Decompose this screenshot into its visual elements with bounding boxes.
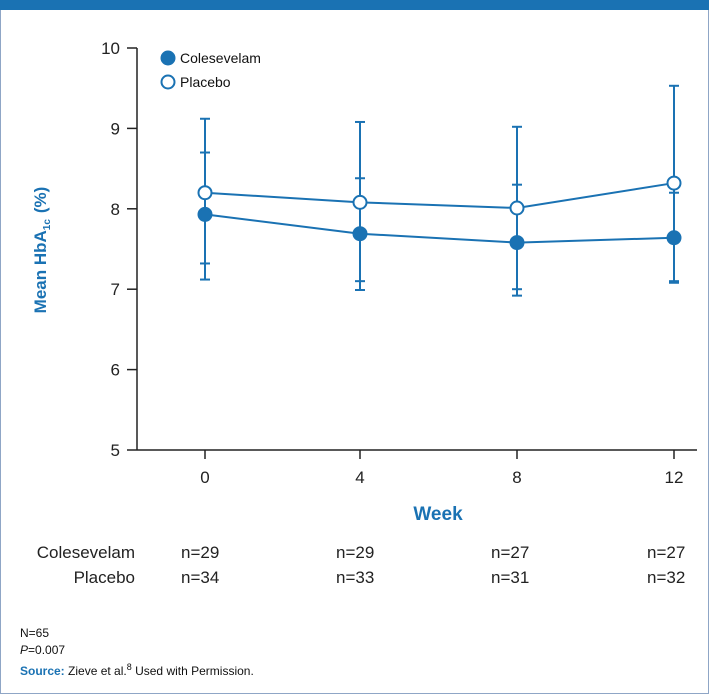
source-text: Zieve et al. — [68, 664, 127, 678]
x-tick-label: 4 — [355, 468, 364, 487]
n-cell: n=33 — [336, 568, 375, 587]
x-axis-ticks: 0 4 8 12 — [200, 450, 683, 487]
y-axis-title-subscript: 1c — [42, 219, 53, 231]
source-ref: 8 — [126, 662, 132, 672]
y-tick-label: 5 — [111, 441, 120, 460]
n-row-label: Colesevelam — [36, 543, 135, 562]
legend-marker — [160, 50, 176, 66]
source-note: Source: Zieve et al.8 Used with Permissi… — [20, 659, 254, 680]
x-tick-label: 8 — [512, 468, 521, 487]
line-chart: 5 6 7 8 9 10 0 4 8 12 Colesevelam Placebo Week Me… — [31, 39, 697, 525]
footnotes: N=65 P=0.007 Source: Zieve et al.8 Used … — [20, 625, 254, 680]
n-row-label: Placebo — [73, 568, 135, 587]
y-axis-title: Mean HbA1c (%) — [31, 187, 53, 314]
y-tick-label: 10 — [101, 39, 120, 58]
legend-label: Colesevelam — [180, 50, 261, 66]
n-cell: n=27 — [491, 543, 530, 562]
data-point — [197, 185, 213, 201]
y-tick-label: 6 — [111, 361, 120, 380]
n-cell: n=29 — [181, 543, 220, 562]
chart-axes — [136, 48, 697, 451]
legend-marker — [160, 74, 176, 90]
series-colesevelam — [197, 151, 682, 297]
y-axis-title-main: Mean HbA — [31, 230, 50, 313]
total-n-note: N=65 — [20, 626, 50, 640]
x-axis-title: Week — [413, 504, 463, 525]
header-bar — [0, 0, 709, 10]
source-label: Source: — [20, 664, 65, 678]
y-axis-title-unit: (%) — [31, 187, 50, 213]
x-tick-label: 12 — [665, 468, 684, 487]
series-placebo — [197, 84, 682, 291]
series-layer — [197, 84, 682, 297]
data-point — [509, 200, 525, 216]
x-tick-label: 0 — [200, 468, 209, 487]
n-cell: n=31 — [491, 568, 530, 587]
n-row-placebo: Placebo n=34 n=33 n=31 n=32 — [0, 568, 709, 588]
p-label: P — [20, 643, 29, 657]
y-tick-label: 8 — [111, 200, 120, 219]
series-line — [204, 213, 675, 244]
data-point — [352, 194, 368, 210]
y-axis-ticks: 5 6 7 8 9 10 — [101, 39, 137, 460]
n-cell: n=27 — [647, 543, 686, 562]
svg-text:Mean HbA1c(%): Mean HbA1c (%) — [31, 187, 53, 314]
source-tail: Used with Permission. — [135, 664, 254, 678]
data-point — [666, 175, 682, 191]
n-cell: n=34 — [181, 568, 220, 587]
p-value: =0.007 — [28, 643, 66, 657]
p-value-note: P=0.007 — [20, 642, 254, 659]
legend: Colesevelam Placebo — [160, 50, 261, 90]
series-line — [204, 182, 675, 209]
n-cell: n=32 — [647, 568, 686, 587]
y-tick-label: 7 — [111, 280, 120, 299]
legend-label: Placebo — [180, 74, 231, 90]
n-row-colesevelam: Colesevelam n=29 n=29 n=27 n=27 — [0, 543, 709, 563]
y-tick-label: 9 — [111, 119, 120, 138]
n-cell: n=29 — [336, 543, 375, 562]
